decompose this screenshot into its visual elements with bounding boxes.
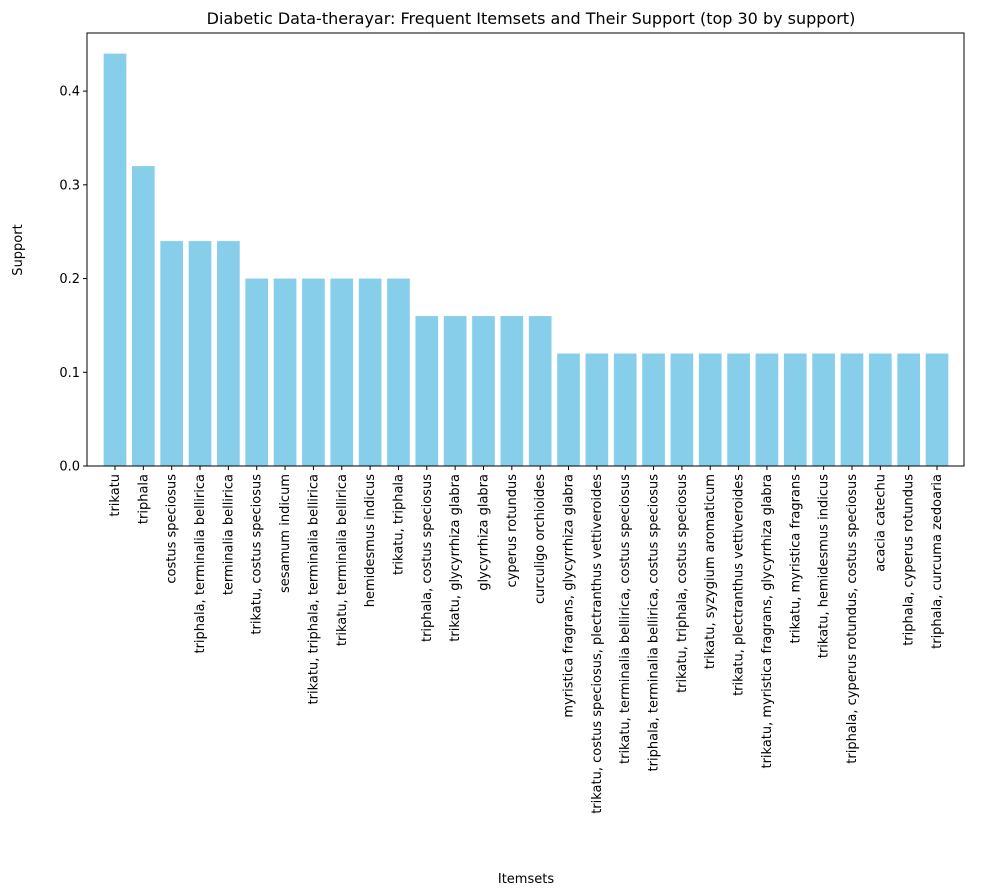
bar-21 [698,353,722,466]
x-tick-label: triphala [136,474,151,524]
x-tick-label: trikatu, terminalia bellirica [335,474,350,646]
x-tick-label: triphala, terminalia bellirica, costus s… [647,474,662,772]
y-axis-label: Support [11,224,26,275]
y-axis: 0.0 0.1 0.2 0.3 0.4 [59,85,87,475]
bar-17 [585,353,609,466]
bar-19 [642,353,665,466]
y-tick-label: 0.4 [59,85,80,100]
x-tick-label: trikatu, costus speciosus, plectranthus … [590,474,605,814]
bar-27 [868,353,892,466]
bar-24 [783,353,807,466]
bar-25 [812,353,835,466]
x-tick-label: trikatu, costus speciosus [250,474,265,635]
x-tick-label: hemidesmus indicus [363,474,378,607]
x-tick-label: trikatu, terminalia bellirica, costus sp… [618,474,633,764]
x-tick-label: trikatu, plectranthus vettiveroides [732,474,747,696]
x-axis-label: Itemsets [498,872,554,887]
x-tick-label: glycyrrhiza glabra [476,474,491,591]
y-tick-label: 0.0 [59,460,80,475]
x-tick-label: cyperus rotundus [505,474,520,588]
x-tick-label: trikatu [108,474,123,517]
x-tick-label: triphala, terminalia bellirica [193,474,208,654]
x-tick-label: myristica fragrans, glycyrrhiza glabra [562,474,577,718]
x-tick-label: triphala, cyperus rotundus [902,474,917,646]
plot-area [103,53,949,466]
x-tick-label: trikatu, triphala, terminalia bellirica [306,474,321,704]
y-tick-label: 0.2 [59,272,80,287]
bar-20 [670,353,694,466]
bar-28 [897,353,920,466]
x-tick-label: triphala, curcuma zedoaria [930,474,945,649]
x-tick-label: trikatu, hemidesmus indicus [817,474,832,658]
bar-14 [500,316,524,466]
bar-8 [330,278,354,466]
x-tick-label: triphala, cyperus rotundus, costus speci… [845,474,860,764]
y-tick-label: 0.1 [59,366,80,381]
plot-frame [86,32,965,467]
x-tick-label: trikatu, glycyrrhiza glabra [448,474,463,642]
bar-10 [387,278,410,466]
bar-1 [132,166,155,466]
bar-7 [302,278,325,466]
bar-12 [443,316,467,466]
bar-11 [415,316,439,466]
bar-2 [160,241,184,466]
bar-26 [840,353,864,466]
bar-15 [528,316,552,466]
bar-23 [755,353,779,466]
bar-4 [217,241,240,466]
x-tick-label: acacia catechu [873,474,888,572]
bar-16 [557,353,580,466]
x-tick-label: trikatu, triphala [391,474,406,575]
bar-29 [925,353,949,466]
chart-title: Diabetic Data-therayar: Frequent Itemset… [207,9,856,28]
bar-18 [613,353,637,466]
bar-13 [472,316,495,466]
x-tick-label: trikatu, myristica fragrans [788,474,803,644]
x-tick-label: triphala, costus speciosus [420,474,435,642]
bar-9 [358,278,382,466]
x-tick-label: trikatu, myristica fragrans, glycyrrhiza… [760,474,775,769]
bar-0 [103,53,127,466]
bar-5 [245,278,269,466]
bar-3 [188,241,212,466]
x-tick-label: trikatu, syzygium aromaticum [703,474,718,669]
x-tick-label: trikatu, triphala, costus speciosus [675,474,690,693]
x-tick-label: costus speciosus [165,474,180,584]
x-tick-label: terminalia bellirica [221,474,236,595]
x-axis: trikatu triphala costus speciosus triphala,… [108,466,945,814]
bar-22 [727,353,750,466]
y-tick-label: 0.3 [59,178,80,193]
bar-6 [273,278,297,466]
x-tick-label: curculigo orchioides [533,474,548,604]
x-tick-label: sesamum indicum [278,474,293,593]
